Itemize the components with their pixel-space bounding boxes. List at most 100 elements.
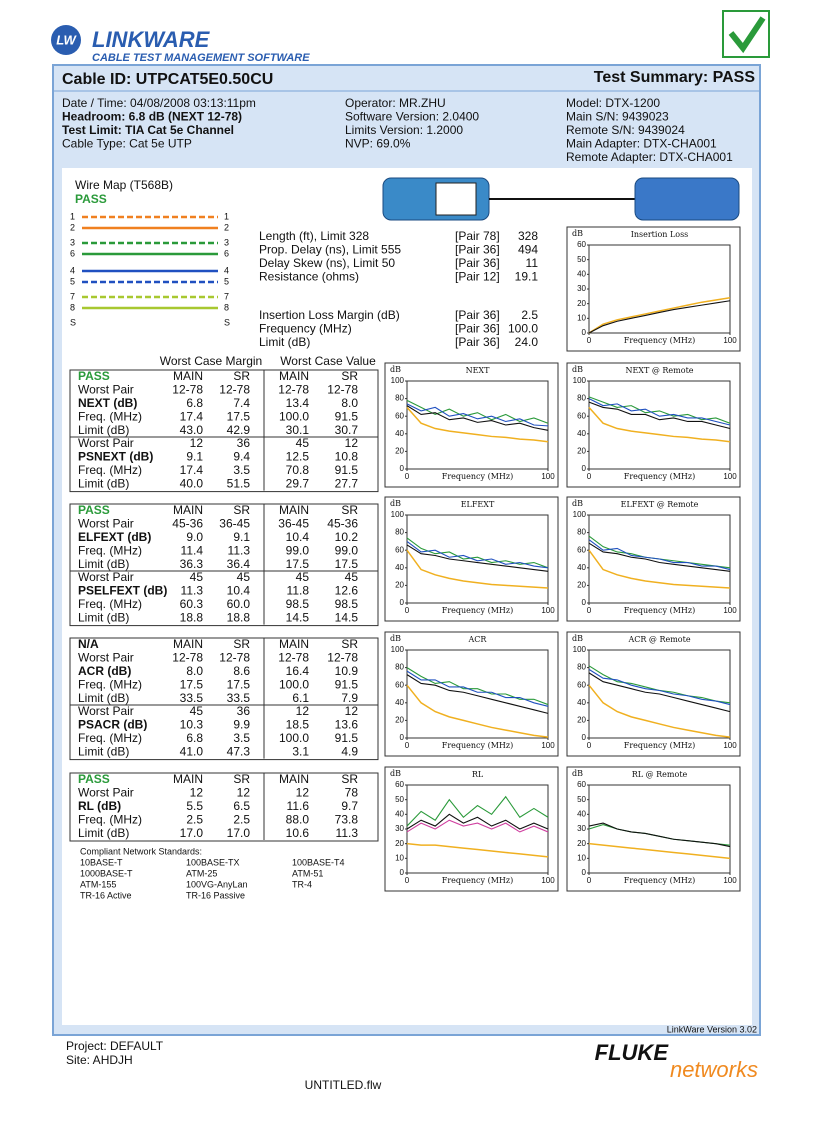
column-header: MAIN: [279, 503, 309, 517]
fluke-brand: FLUKE: [595, 1040, 670, 1065]
cell: 8.0: [341, 396, 358, 410]
cell: 45: [345, 570, 359, 584]
y-tick-label: 60: [577, 680, 586, 689]
row-label: Limit (dB): [78, 744, 129, 758]
cable-id: Cable ID: UTPCAT5E0.50CU: [62, 71, 273, 88]
cell: 98.5: [335, 597, 359, 611]
plot-xlabel: Frequency (MHz): [442, 472, 513, 481]
plot-xlabel: Frequency (MHz): [442, 741, 513, 750]
y-tick-label: 50: [577, 255, 586, 264]
cell: 8.6: [233, 664, 250, 678]
row-label: Freq. (MHz): [78, 463, 142, 477]
cell: 3.5: [233, 463, 250, 477]
row-label: ELFEXT (dB): [78, 530, 151, 544]
pin-label: 2: [224, 222, 229, 232]
x-tick-label: 100: [541, 741, 555, 750]
cell: 36: [237, 704, 251, 718]
info-line: Operator: MR.ZHU: [345, 96, 446, 110]
plot-xlabel: Frequency (MHz): [624, 741, 695, 750]
y-tick-label: 10: [577, 313, 586, 322]
x-tick-label: 0: [405, 472, 410, 481]
plot-frame: [566, 496, 741, 622]
trace: [406, 819, 549, 833]
cell: 73.8: [335, 812, 359, 826]
cell: 36-45: [219, 517, 250, 531]
cell: 78: [345, 786, 359, 800]
column-header: MAIN: [173, 369, 203, 383]
trace: [406, 674, 549, 714]
measure-label: Prop. Delay (ns), Limit 555: [259, 243, 401, 257]
cell: 30.7: [335, 423, 359, 437]
plot-area: [406, 649, 549, 739]
cell: 14.5: [286, 610, 310, 624]
column-header: MAIN: [279, 772, 309, 786]
y-tick-label: 80: [395, 394, 404, 403]
row-label: Limit (dB): [78, 691, 129, 705]
pin-label: 3: [70, 237, 75, 247]
column-header: SR: [341, 772, 358, 786]
cell: 12-78: [219, 383, 250, 397]
info-line: Remote S/N: 9439024: [566, 123, 685, 137]
trace: [588, 406, 731, 443]
plot-ylabel: dB: [390, 634, 401, 643]
cell: 10.8: [335, 450, 359, 464]
y-tick-label: 20: [577, 716, 586, 725]
cell: 2.5: [186, 812, 203, 826]
section-status: PASS: [78, 503, 110, 517]
row-label: Freq. (MHz): [78, 731, 142, 745]
measure-label: Length (ft), Limit 328: [259, 229, 369, 243]
y-tick-label: 40: [577, 809, 586, 818]
plot-title: NEXT @ Remote: [625, 366, 693, 375]
plot-title: RL @ Remote: [632, 770, 688, 779]
x-tick-label: 100: [723, 336, 737, 345]
cell: 17.0: [180, 826, 204, 840]
cell: 14.5: [335, 610, 359, 624]
measure-value: 19.1: [515, 270, 539, 284]
section-box: [69, 637, 379, 761]
row-label: Freq. (MHz): [78, 543, 142, 557]
cell: 17.5: [180, 677, 204, 691]
cell: 12: [237, 786, 251, 800]
standards-title: Compliant Network Standards:: [80, 846, 202, 856]
standard: 10BASE-T: [80, 857, 123, 867]
site: Site: AHDJH: [66, 1053, 133, 1067]
measure-pair: [Pair 36]: [455, 322, 500, 336]
info-line: Model: DTX-1200: [566, 96, 660, 110]
plot-area: [406, 514, 549, 604]
info-line: NVP: 69.0%: [345, 137, 411, 151]
measure-pair: [Pair 12]: [455, 270, 500, 284]
y-tick-label: 60: [577, 411, 586, 420]
cell: 36.3: [180, 557, 204, 571]
remote-tester: [634, 177, 740, 221]
measure-value: 328: [518, 229, 538, 243]
standard: 100BASE-TX: [186, 857, 240, 867]
plot-title: RL: [472, 770, 484, 779]
plot-frame: [384, 362, 559, 488]
y-tick-label: 60: [395, 411, 404, 420]
plot-ylabel: dB: [572, 365, 583, 374]
y-tick-label: 100: [391, 376, 405, 385]
cell: 91.5: [335, 731, 359, 745]
y-tick-label: 40: [577, 698, 586, 707]
cell: 91.5: [335, 463, 359, 477]
section-status: N/A: [78, 637, 99, 651]
cell: 6.1: [292, 691, 309, 705]
info-line: Software Version: 2.0400: [345, 110, 479, 124]
cell: 99.0: [286, 543, 310, 557]
plot-title: ELFEXT @ Remote: [621, 500, 699, 509]
tester-screen: [435, 182, 477, 216]
measure-pair: [Pair 36]: [455, 243, 500, 257]
info-line: Date / Time: 04/08/2008 03:13:11pm: [62, 96, 256, 110]
cell: 7.4: [233, 396, 250, 410]
brand: LINKWARE: [92, 27, 211, 52]
y-tick-label: 100: [573, 645, 587, 654]
cell: 12-78: [278, 383, 309, 397]
row-label: Worst Pair: [78, 570, 134, 584]
plot-frame: [384, 766, 559, 892]
cell: 13.4: [286, 396, 310, 410]
y-tick-label: 10: [395, 853, 404, 862]
standard: TR-16 Active: [80, 890, 132, 900]
column-header: MAIN: [279, 369, 309, 383]
row-label: RL (dB): [78, 799, 121, 813]
pin-label: 2: [70, 222, 75, 232]
